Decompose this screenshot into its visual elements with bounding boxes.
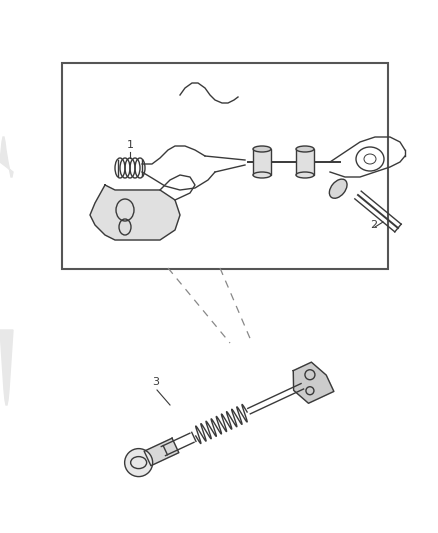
Text: 1: 1	[126, 140, 133, 150]
Polygon shape	[144, 438, 178, 466]
Ellipse shape	[295, 146, 313, 152]
Text: 3: 3	[152, 377, 159, 387]
Text: 2: 2	[369, 220, 376, 230]
Bar	[252, 149, 270, 175]
Polygon shape	[0, 330, 13, 405]
Ellipse shape	[252, 172, 270, 178]
Polygon shape	[90, 185, 180, 240]
Ellipse shape	[295, 172, 313, 178]
Ellipse shape	[328, 179, 346, 198]
Polygon shape	[293, 362, 333, 403]
Circle shape	[124, 449, 152, 477]
Ellipse shape	[252, 146, 270, 152]
Bar	[295, 149, 313, 175]
Polygon shape	[0, 137, 13, 177]
Bar	[62, 63, 387, 269]
